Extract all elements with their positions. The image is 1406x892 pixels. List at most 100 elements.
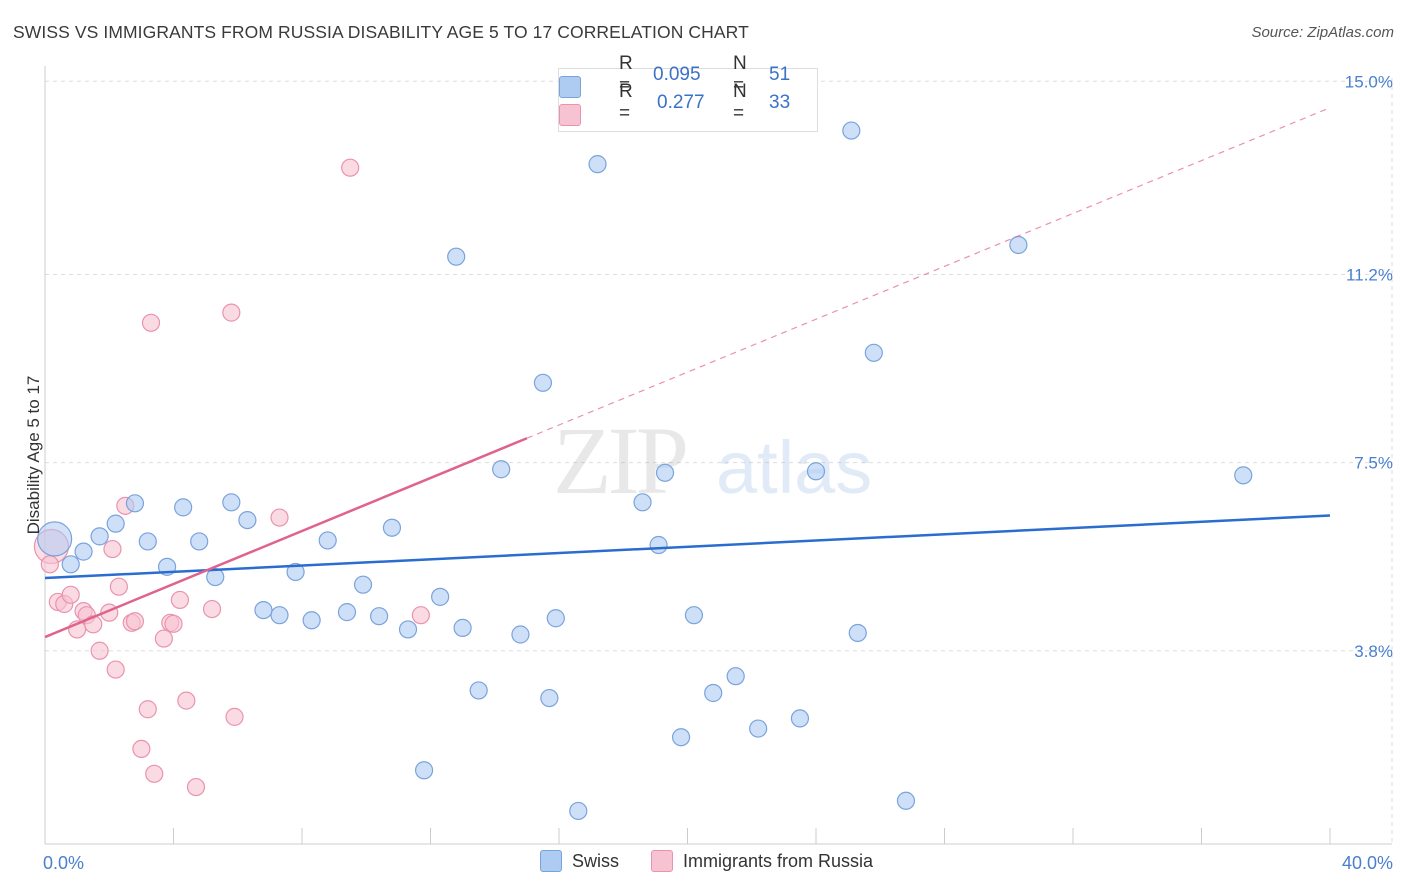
russia-swatch: [559, 104, 581, 126]
legend-item-russia[interactable]: Immigrants from Russia: [651, 850, 873, 872]
russia-point: [170, 590, 190, 610]
swiss-point: [569, 801, 588, 821]
russia-point: [411, 606, 430, 625]
swiss-point: [546, 609, 565, 628]
russia-points: [33, 158, 430, 797]
russia-point: [177, 691, 196, 710]
n-value: 51: [769, 64, 791, 85]
swiss-point: [533, 373, 553, 392]
swiss-point: [270, 606, 289, 625]
swiss-point: [1009, 235, 1028, 255]
swiss-point: [492, 460, 511, 479]
swiss-swatch: [559, 76, 581, 98]
axes: [44, 66, 1392, 845]
y-tick-label: 11.2%: [1346, 265, 1393, 284]
n-label: N =: [733, 81, 747, 124]
swiss-point: [414, 761, 434, 780]
swiss-point: [633, 493, 652, 512]
legend-label: Swiss: [572, 850, 620, 871]
swiss-point: [318, 531, 337, 550]
swiss-point: [540, 688, 559, 708]
russia-point: [109, 577, 128, 596]
russia-point: [145, 764, 164, 783]
swiss-point: [382, 518, 402, 537]
russia-point: [40, 555, 59, 574]
russia-point: [164, 614, 183, 633]
x-tick-label: 40.0%: [1342, 853, 1393, 873]
y-tick-label: 7.5%: [1354, 454, 1393, 473]
swiss-point: [511, 625, 530, 644]
swiss-point: [222, 493, 241, 512]
watermark: ZIP atlas: [553, 407, 872, 514]
swiss-point: [90, 527, 109, 546]
russia-point: [103, 539, 122, 559]
series-legend: Swiss Immigrants from Russia: [540, 850, 873, 872]
russia-point: [341, 158, 360, 177]
swiss-point: [469, 681, 488, 700]
chart-title: SWISS VS IMMIGRANTS FROM RUSSIA DISABILI…: [13, 22, 749, 42]
y-tick-label: 15.0%: [1345, 72, 1393, 91]
swiss-point: [684, 606, 704, 625]
n-value: 33: [769, 92, 791, 113]
russia-point: [222, 303, 241, 322]
r-label: R =: [619, 81, 633, 124]
watermark-atlas: atlas: [716, 426, 872, 509]
swiss-point: [125, 494, 145, 513]
swiss-points: [37, 121, 1253, 821]
swiss-point: [398, 620, 418, 639]
swiss-point: [848, 623, 867, 643]
swiss-point: [1234, 466, 1253, 485]
legend-item-swiss[interactable]: Swiss: [540, 850, 619, 872]
swiss-point: [37, 521, 73, 557]
russia-point: [106, 660, 125, 679]
swiss-swatch: [540, 850, 562, 872]
source-label: Source: ZipAtlas.com: [1251, 24, 1394, 41]
swiss-point: [896, 791, 916, 810]
swiss-point: [353, 575, 373, 594]
russia-trend-extension: [526, 107, 1331, 439]
swiss-point: [704, 683, 723, 703]
y-tick-label: 3.8%: [1354, 642, 1393, 661]
r-label: R =: [619, 53, 633, 96]
swiss-point: [74, 542, 93, 561]
swiss-point: [254, 600, 273, 620]
gridlines: [45, 78, 1393, 844]
swiss-point: [431, 587, 450, 606]
swiss-point: [655, 463, 675, 482]
russia-point: [186, 777, 206, 797]
swiss-point: [61, 555, 80, 574]
swiss-point: [842, 121, 861, 140]
russia-point: [225, 707, 244, 726]
swiss-point: [286, 562, 305, 582]
watermark-zip: ZIP: [553, 407, 686, 514]
swiss-point: [138, 532, 157, 551]
trend-lines: [44, 107, 1331, 639]
russia-point: [141, 313, 161, 332]
y-axis-label: Disability Age 5 to 17: [24, 375, 43, 535]
swiss-point: [337, 603, 357, 622]
russia-trend-line: [44, 437, 528, 639]
russia-point: [132, 739, 151, 759]
n-label: N =: [733, 53, 747, 96]
r-value: 0.095: [653, 64, 701, 85]
russia-point: [90, 641, 109, 660]
legend-label: Immigrants from Russia: [683, 850, 874, 871]
swiss-point: [790, 709, 810, 728]
swiss-point: [726, 667, 745, 686]
swiss-point: [174, 498, 193, 517]
swiss-trend-line: [44, 514, 1331, 580]
x-tick-label: 0.0%: [43, 853, 84, 873]
swiss-point: [106, 514, 125, 533]
swiss-point: [370, 607, 389, 626]
r-value: 0.277: [657, 92, 705, 113]
russia-swatch: [651, 850, 674, 872]
russia-point: [138, 700, 157, 719]
tick-labels: 3.8% 7.5% 11.2% 15.0% 0.0% 40.0%: [43, 72, 1393, 873]
swiss-point: [453, 618, 472, 637]
swiss-point: [649, 535, 668, 555]
swiss-point: [588, 155, 607, 174]
russia-point: [154, 629, 173, 648]
correlation-legend: R = 0.095 N = 51 R = 0.277 N = 33: [558, 53, 818, 132]
swiss-point: [238, 510, 257, 530]
